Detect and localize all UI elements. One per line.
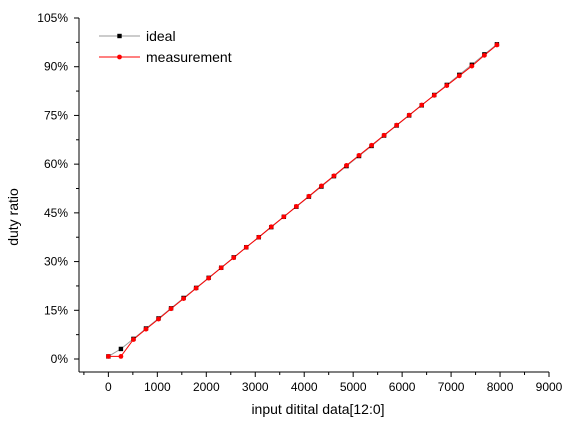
- data-point-measurement: [168, 306, 174, 312]
- series-layer: [105, 42, 500, 359]
- x-tick-label: 5000: [340, 380, 367, 394]
- y-axis-label: duty ratio: [5, 188, 21, 246]
- data-point-measurement: [344, 163, 349, 168]
- data-point-measurement: [243, 244, 249, 250]
- data-point-measurement: [394, 122, 400, 128]
- x-tick-label: 6000: [389, 380, 416, 394]
- y-tick-label: 75%: [44, 108, 68, 122]
- data-point-measurement: [369, 142, 374, 148]
- data-point-measurement: [143, 326, 149, 332]
- x-tick-label: 4000: [291, 380, 318, 394]
- data-point-measurement: [268, 224, 274, 230]
- x-tick-label: 1000: [144, 380, 171, 394]
- legend-marker-measurement: [117, 54, 122, 60]
- data-point-measurement: [206, 275, 212, 281]
- data-point-measurement: [456, 73, 462, 79]
- data-point-measurement: [444, 83, 450, 88]
- legend: ideal measurement: [99, 28, 232, 65]
- y-tick-label: 30%: [44, 255, 68, 269]
- x-tick-label: 0: [105, 380, 112, 394]
- data-point-measurement: [406, 112, 412, 118]
- data-point-measurement: [156, 316, 161, 322]
- data-point-measurement: [319, 183, 324, 189]
- data-point-measurement: [181, 296, 186, 302]
- data-point-measurement: [469, 63, 475, 69]
- y-tick-label: 105%: [37, 11, 68, 25]
- data-point-measurement: [381, 132, 387, 138]
- data-point-ideal: [118, 346, 124, 352]
- legend-label-ideal: ideal: [146, 28, 176, 44]
- data-point-measurement: [494, 42, 500, 48]
- data-point-measurement: [431, 92, 437, 98]
- data-point-measurement: [231, 255, 237, 261]
- data-point-measurement: [293, 203, 299, 209]
- series-line-ideal: [108, 43, 498, 357]
- data-point-measurement: [281, 214, 287, 220]
- x-tick-label: 8000: [487, 380, 514, 394]
- axes: [78, 18, 549, 373]
- x-tick-label: 2000: [193, 380, 220, 394]
- y-tick-label: 45%: [44, 206, 68, 220]
- data-point-measurement: [105, 354, 111, 359]
- y-tick-label: 90%: [44, 60, 68, 74]
- legend-marker-ideal: [117, 33, 122, 39]
- data-point-measurement: [218, 265, 224, 271]
- y-tick-label: 0%: [51, 352, 69, 366]
- x-tick-label: 7000: [438, 380, 465, 394]
- x-axis-label: input ditital data[12:0]: [251, 401, 384, 417]
- data-point-measurement: [256, 234, 262, 240]
- data-point-measurement: [356, 152, 362, 158]
- data-point-measurement: [118, 354, 124, 359]
- data-point-measurement: [306, 193, 312, 199]
- legend-label-measurement: measurement: [146, 49, 232, 65]
- series-line-measurement: [108, 44, 498, 357]
- y-tick-label: 60%: [44, 157, 68, 171]
- x-tick-label: 9000: [536, 380, 563, 394]
- x-tick-label: 3000: [242, 380, 269, 394]
- y-tick-label: 15%: [44, 303, 68, 317]
- data-point-measurement: [331, 173, 337, 179]
- data-point-measurement: [193, 285, 199, 291]
- data-point-measurement: [481, 52, 487, 58]
- data-point-measurement: [419, 102, 425, 108]
- ticks: 0 1000 2000 3000 4000 5000 6000 7000 8000 9000 0% 1…: [37, 11, 562, 394]
- data-point-measurement: [131, 337, 136, 342]
